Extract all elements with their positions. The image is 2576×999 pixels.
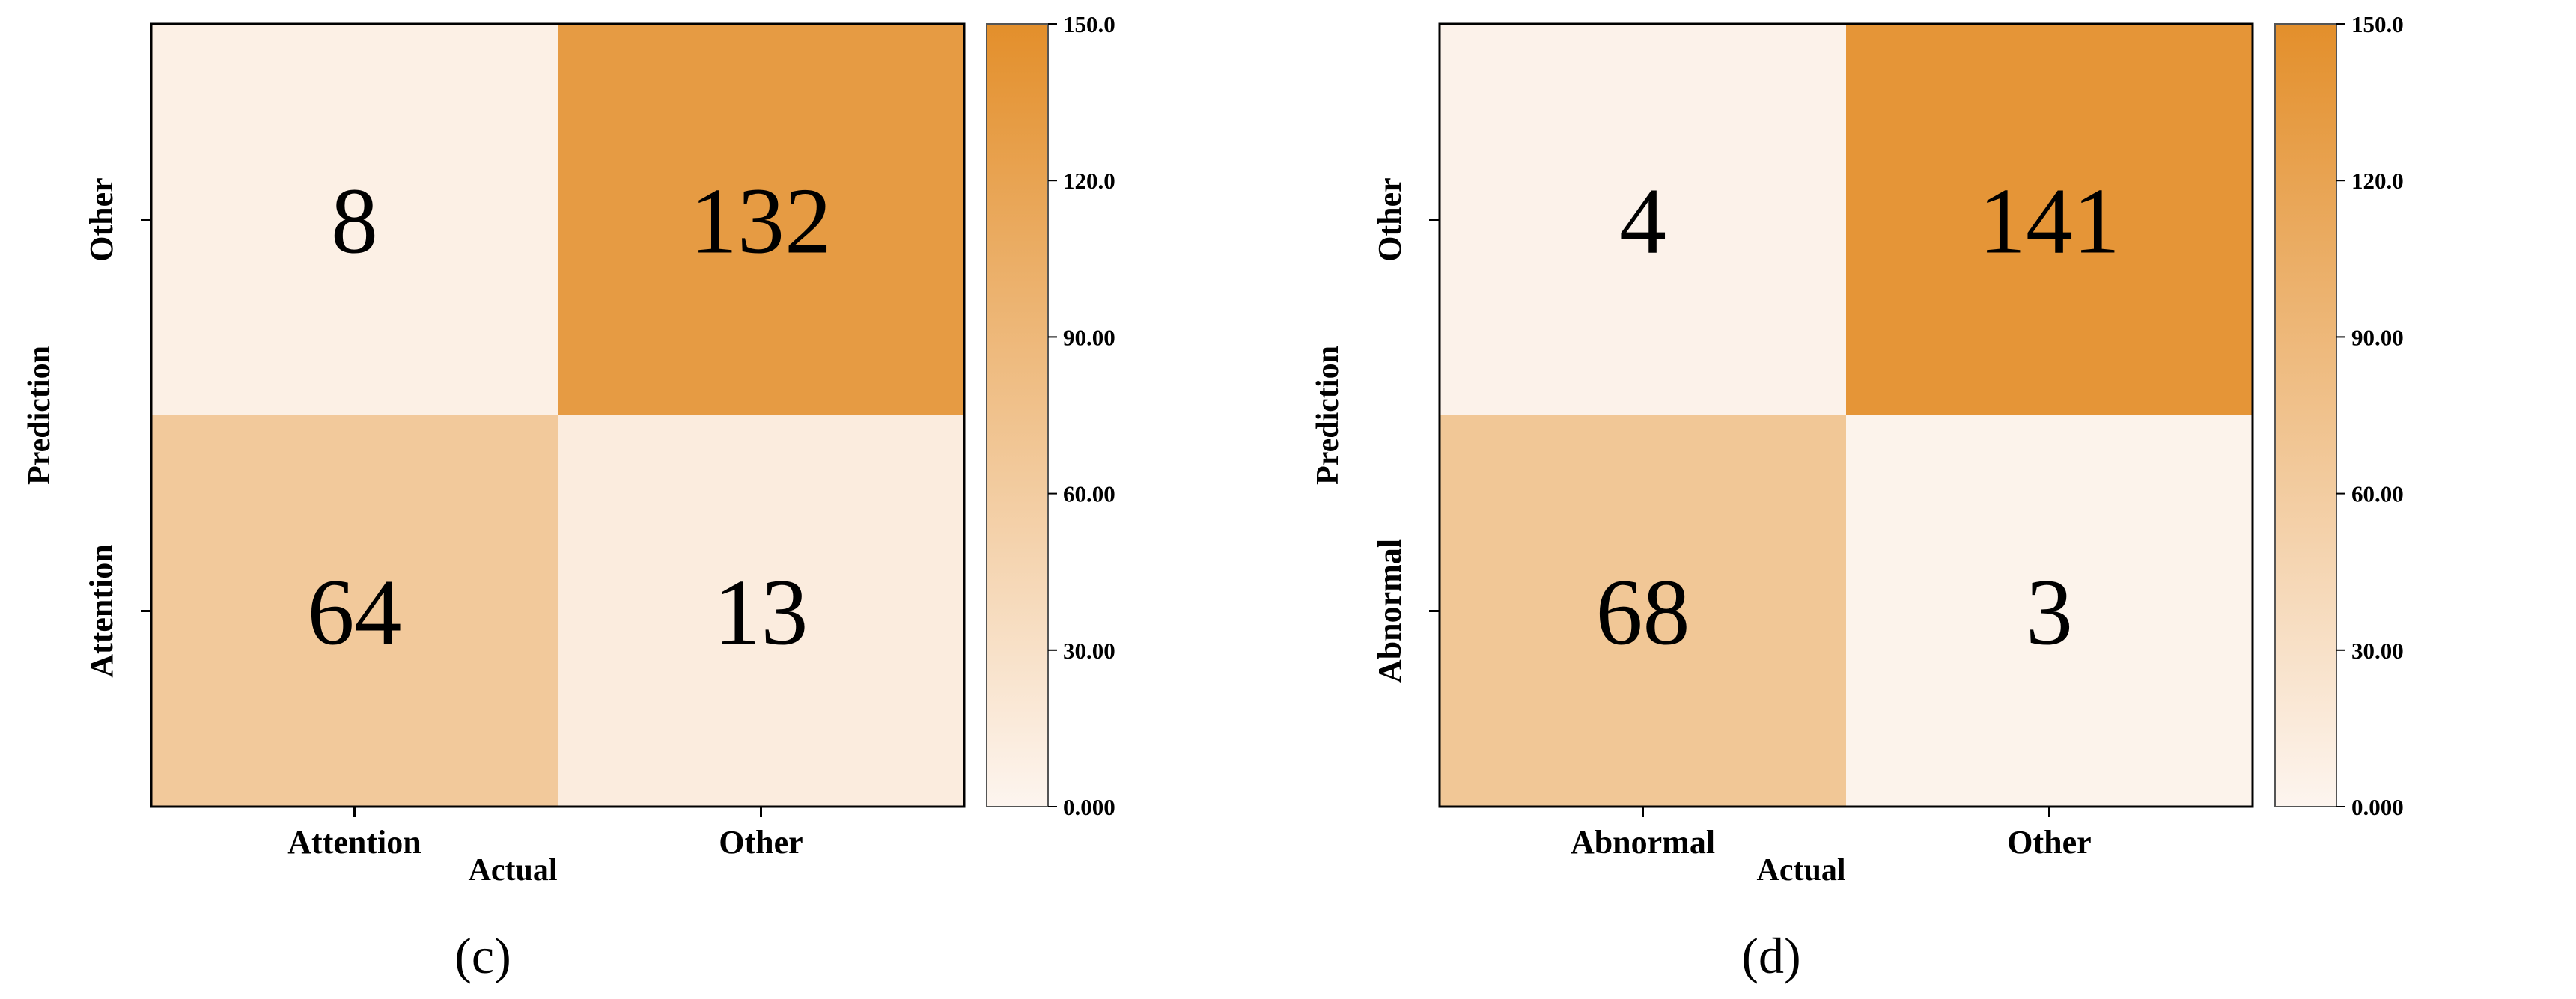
colorbar-tick-label: 90.00 <box>1063 324 1115 350</box>
colorbar-tick-label: 120.0 <box>1063 168 1115 194</box>
colorbar-tick-label: 60.00 <box>1063 481 1115 507</box>
heatmap-cell-r1-c0 <box>1440 415 1846 807</box>
cell-value-label: 13 <box>714 561 809 665</box>
cell-value-label: 8 <box>331 170 378 274</box>
cell-value-label: 64 <box>308 561 402 665</box>
y-axis-title: Prediction <box>22 346 57 485</box>
y-tick-label: Other <box>83 177 120 261</box>
cell-value-label: 4 <box>1619 170 1666 274</box>
y-tick-label: Other <box>1371 177 1408 261</box>
colorbar-tick-label: 120.0 <box>2351 168 2404 194</box>
heatmap-chart-d: 4 141 68 3 Other Abnormal Abnormal Other Predict… <box>1311 11 2404 984</box>
panel-caption: (d) <box>1741 927 1800 984</box>
cell-value-label: 141 <box>1979 170 2120 274</box>
x-tick-label: Abnormal <box>1571 824 1715 861</box>
heatmap-cell-r1-c1 <box>1846 415 2253 807</box>
heatmap-cell-r0-c1 <box>558 24 964 415</box>
heatmap-cell-r1-c1 <box>558 415 964 807</box>
confusion-matrix-panel-d: 4 141 68 3 Other Abnormal Abnormal Other Predict… <box>1288 0 2576 999</box>
confusion-matrix-panel-c: 8 132 64 13 Other Attention Attention Other Pred… <box>22 11 1115 984</box>
colorbar-tick-label: 150.0 <box>1063 11 1115 37</box>
x-tick-label: Attention <box>287 824 421 861</box>
panel-caption: (c) <box>454 927 511 984</box>
x-tick-label: Other <box>719 824 803 861</box>
x-axis-title: Actual <box>469 853 558 888</box>
colorbar-tick-label: 30.00 <box>1063 638 1115 664</box>
colorbar-tick-label: 0.000 <box>2351 794 2404 820</box>
colorbar-tick-label: 90.00 <box>2351 324 2404 350</box>
x-axis-title: Actual <box>1757 853 1846 888</box>
cell-value-label: 132 <box>690 170 832 274</box>
y-axis-title: Prediction <box>1311 346 1345 485</box>
x-tick-label: Other <box>2007 824 2091 861</box>
cell-value-label: 68 <box>1596 561 1690 665</box>
heatmap-cell-r1-c0 <box>151 415 558 807</box>
heatmap-cell-r0-c0 <box>151 24 558 415</box>
colorbar-tick-label: 150.0 <box>2351 11 2404 37</box>
colorbar <box>986 23 1049 807</box>
heatmap-chart-c: 8 132 64 13 Other Attention Attention Other Pred… <box>22 11 1115 984</box>
y-tick-label: Abnormal <box>1371 539 1408 683</box>
plot-frame <box>150 22 966 808</box>
heatmap-cell-r0-c0 <box>1440 24 1846 415</box>
plot-frame <box>1438 22 2254 808</box>
colorbar-tick-label: 60.00 <box>2351 481 2404 507</box>
colorbar <box>2274 23 2337 807</box>
heatmap-cell-r0-c1 <box>1846 24 2253 415</box>
cell-value-label: 3 <box>2026 561 2073 665</box>
y-tick-label: Attention <box>83 544 120 677</box>
colorbar-tick-label: 30.00 <box>2351 638 2404 664</box>
colorbar-tick-label: 0.000 <box>1063 794 1115 820</box>
